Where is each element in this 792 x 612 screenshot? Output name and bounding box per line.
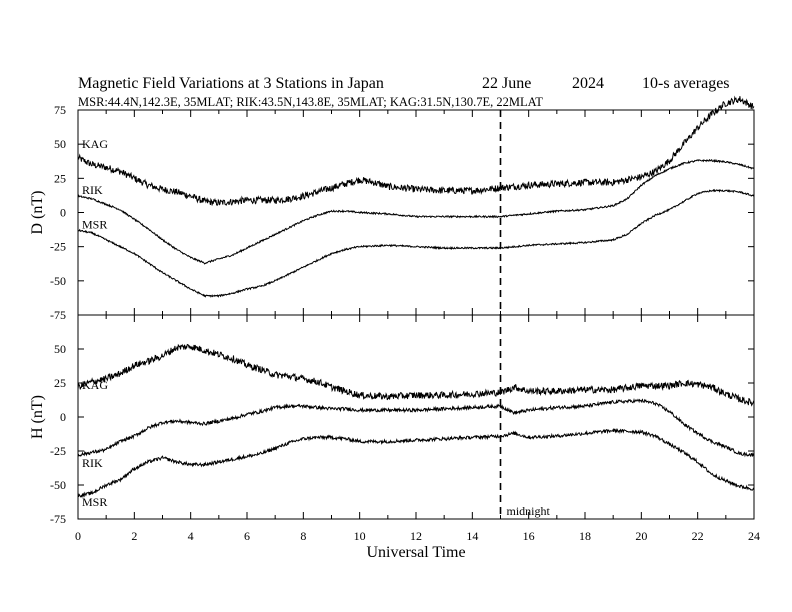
y-tick-label: -50 [50, 478, 66, 492]
x-tick-label: 24 [748, 529, 760, 543]
x-tick-label: 18 [579, 529, 591, 543]
x-tick-label: 16 [523, 529, 535, 543]
series-label-kag: KAG [82, 137, 108, 151]
plot-frame-2 [77, 314, 755, 520]
series-line-kag [77, 95, 755, 207]
y-tick-label: 25 [54, 171, 66, 185]
y-axis-label: H (nT) [29, 395, 46, 439]
series-line-kag [77, 343, 755, 407]
x-axis-label: Universal Time [366, 544, 465, 561]
series-label-rik: RIK [82, 183, 103, 197]
series-label-msr: MSR [82, 217, 107, 231]
series-line-rik [77, 397, 755, 458]
chart-averaging: 10-s averages [642, 75, 730, 92]
station-info: MSR:44.4N,142.3E, 35MLAT; RIK:43.5N,143.… [78, 95, 543, 109]
chart-year: 2024 [572, 75, 604, 92]
x-tick-label: 14 [466, 529, 478, 543]
y-tick-label: -75 [50, 512, 66, 526]
x-tick-label: 10 [354, 529, 366, 543]
y-tick-label: 0 [60, 410, 66, 424]
x-tick-label: 4 [188, 529, 194, 543]
y-tick-label: -25 [50, 444, 66, 458]
series-label-msr: MSR [82, 495, 107, 509]
series-label-kag: KAG [82, 378, 108, 392]
series-line-msr [77, 188, 755, 298]
x-tick-label: 22 [692, 529, 704, 543]
plot-frame-1 [77, 109, 755, 316]
y-tick-label: -50 [50, 274, 66, 288]
x-tick-label: 12 [410, 529, 422, 543]
x-tick-label: 0 [75, 529, 81, 543]
midnight-label: midnight [507, 504, 551, 518]
x-tick-label: 20 [635, 529, 647, 543]
y-tick-label: 25 [54, 376, 66, 390]
series-line-msr [77, 427, 755, 499]
y-tick-label: -25 [50, 240, 66, 254]
x-tick-label: 2 [131, 529, 137, 543]
chart-title: Magnetic Field Variations at 3 Stations … [78, 75, 384, 92]
y-tick-label: 0 [60, 206, 66, 220]
y-tick-label: 50 [54, 342, 66, 356]
chart-date: 22 June [482, 75, 531, 92]
x-tick-label: 6 [244, 529, 250, 543]
y-axis-label: D (nT) [29, 191, 46, 235]
series-label-rik: RIK [82, 456, 103, 470]
y-tick-label: -75 [50, 308, 66, 322]
x-tick-label: 8 [300, 529, 306, 543]
y-tick-label: 75 [54, 103, 66, 117]
y-tick-label: 50 [54, 137, 66, 151]
series-line-rik [77, 158, 755, 265]
